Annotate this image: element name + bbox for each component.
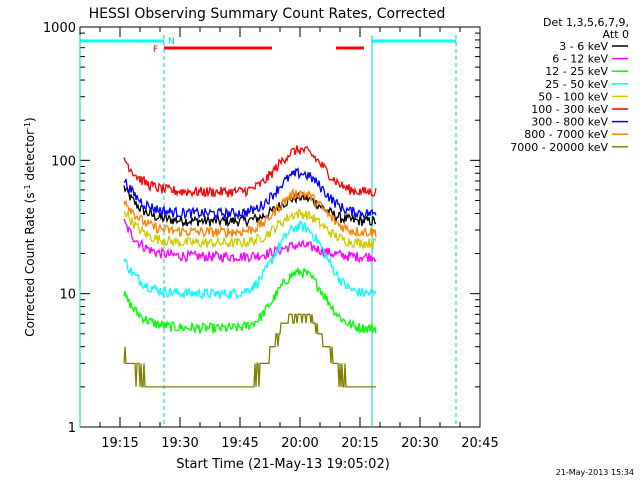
y-axis-ticks: 1 10 100 1000 xyxy=(43,21,480,436)
chart-title: HESSI Observing Summary Count Rates, Cor… xyxy=(89,6,446,22)
y-axis-label-main: Corrected Count Rate (s xyxy=(23,192,37,336)
y-axis-label-mid: detector xyxy=(23,130,37,185)
y-tick-label: 10 xyxy=(59,288,76,303)
x-tick-label: 20:00 xyxy=(281,436,318,451)
series-lines xyxy=(123,145,377,388)
x-axis-ticks: 19:15 19:30 19:45 20:00 20:15 20:30 20:45 xyxy=(79,27,499,451)
plot-area xyxy=(79,26,481,428)
series-line xyxy=(123,145,377,199)
legend-header-2: Att 0 xyxy=(603,28,629,41)
flag-bars: NF xyxy=(80,37,456,55)
legend-label: 300 - 800 keV xyxy=(531,116,608,129)
legend-header-1: Det 1,3,5,6,7,9, xyxy=(543,16,629,29)
series-line xyxy=(123,313,376,388)
x-tick-label: 19:30 xyxy=(161,436,198,451)
legend-label: 100 - 300 keV xyxy=(531,103,608,116)
y-tick-label: 1 xyxy=(68,421,76,436)
x-tick-label: 20:30 xyxy=(401,436,438,451)
timestamp: 21-May-2013 15:34 xyxy=(556,468,634,477)
flare-flag-label: F xyxy=(153,45,158,55)
series-line xyxy=(123,218,377,264)
x-tick-label: 20:45 xyxy=(461,436,498,451)
y-axis-label-sup2: -1 xyxy=(23,122,32,130)
legend-label: 12 - 25 keV xyxy=(545,65,608,78)
legend-label: 50 - 100 keV xyxy=(538,90,608,103)
legend-label: 7000 - 20000 keV xyxy=(510,141,608,154)
night-flag-label: N xyxy=(168,37,175,47)
y-tick-label: 1000 xyxy=(43,21,76,36)
x-tick-label: 20:15 xyxy=(341,436,378,451)
series-line xyxy=(123,220,377,301)
legend-label: 25 - 50 keV xyxy=(545,78,608,91)
series-line xyxy=(123,267,377,335)
y-tick-label: 100 xyxy=(51,154,76,169)
legend-label: 6 - 12 keV xyxy=(552,53,608,66)
series-line xyxy=(123,185,377,228)
series-line xyxy=(123,187,377,239)
y-axis-label-end: ) xyxy=(23,117,37,122)
legend-label: 800 - 7000 keV xyxy=(524,128,608,141)
y-axis-label: Corrected Count Rate (s-1 detector-1) xyxy=(23,117,38,336)
plot-frame xyxy=(79,26,481,428)
y-axis-label-sup1: -1 xyxy=(23,184,32,192)
series-line xyxy=(123,207,377,251)
x-tick-label: 19:15 xyxy=(101,436,138,451)
series-line xyxy=(123,167,377,221)
x-tick-label: 19:45 xyxy=(221,436,258,451)
legend-label: 3 - 6 keV xyxy=(559,40,608,53)
x-axis-label: Start Time (21-May-13 19:05:02) xyxy=(176,457,390,472)
